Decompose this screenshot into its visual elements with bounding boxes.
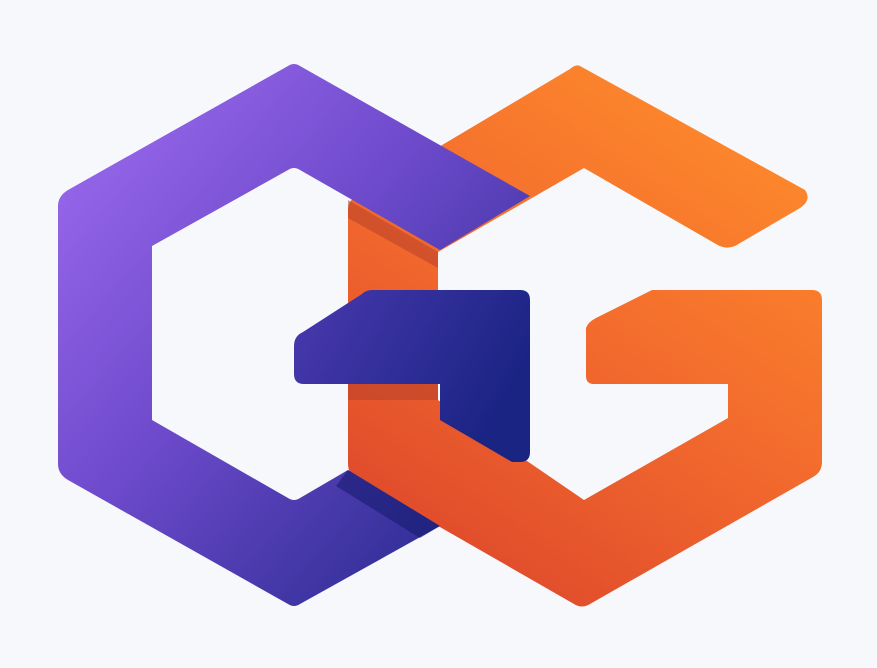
g-crossbar — [294, 290, 530, 462]
left-hexagon-g — [58, 64, 530, 606]
